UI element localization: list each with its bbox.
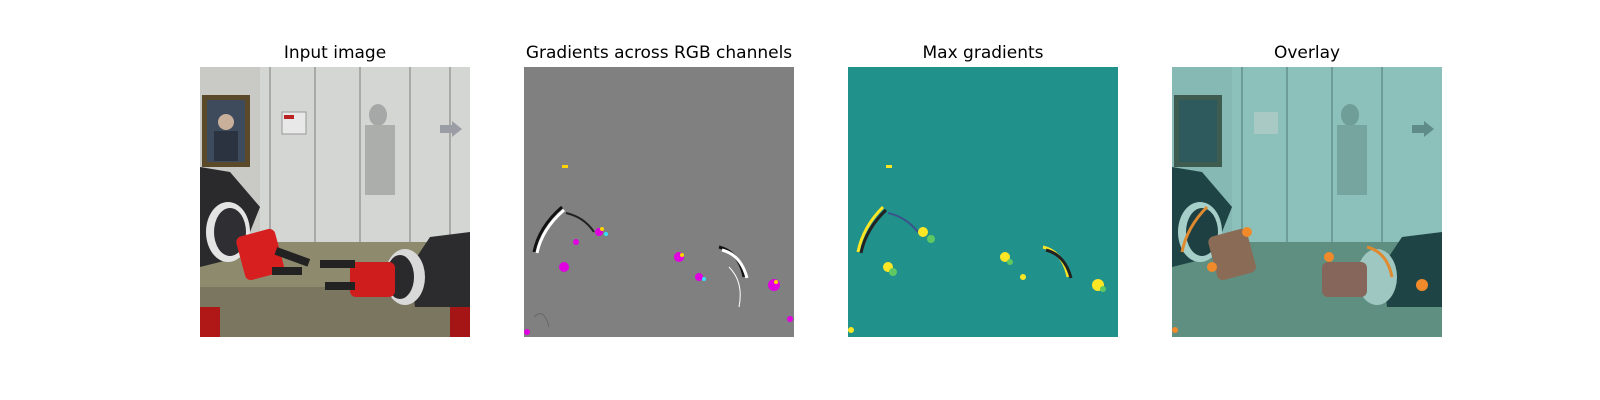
panel-title: Gradients across RGB channels [525, 43, 793, 63]
overlay-image [1172, 67, 1442, 337]
input-image [200, 67, 470, 337]
panel-title: Overlay [1273, 43, 1341, 63]
max-gradient-map [848, 67, 1118, 337]
panel-title: Input image [283, 43, 387, 63]
panel-title: Max gradients [922, 43, 1044, 63]
rgb-gradient-map [524, 67, 794, 337]
